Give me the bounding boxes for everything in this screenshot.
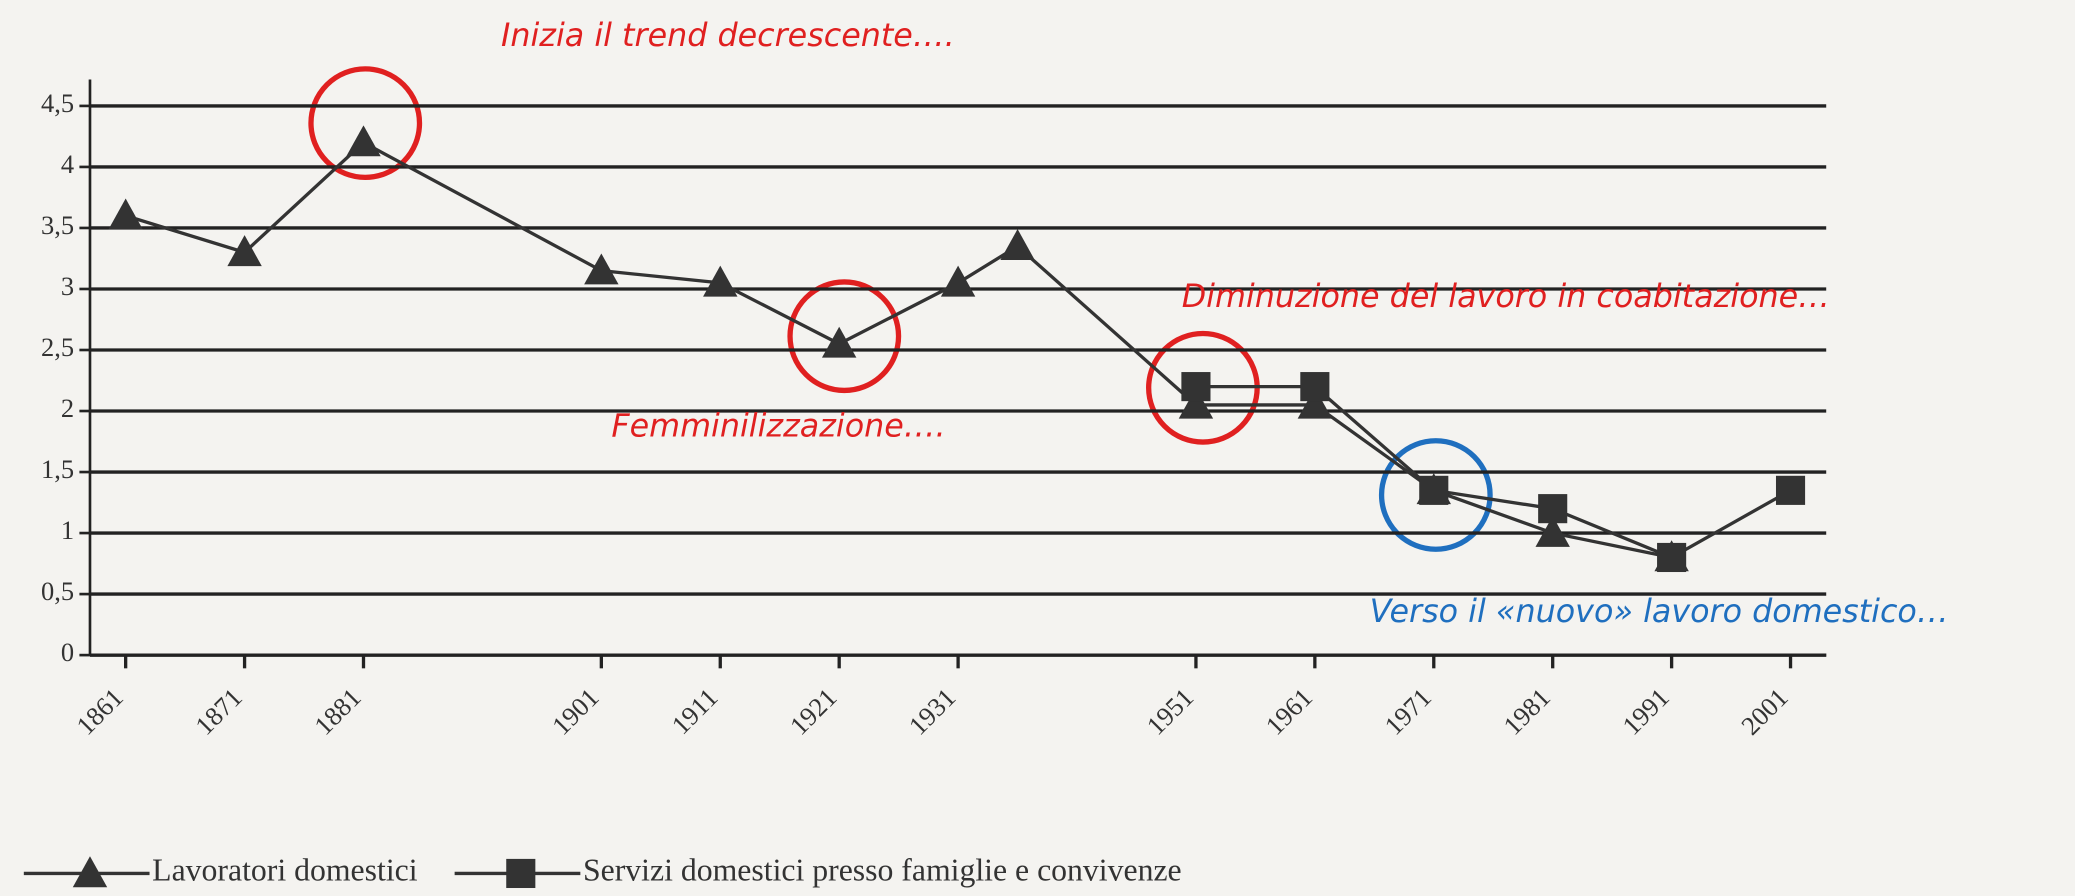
triangle-marker xyxy=(227,235,262,267)
triangle-marker xyxy=(940,265,976,297)
legend-label: Servizi domestici presso famiglie e conv… xyxy=(583,853,1182,888)
square-marker xyxy=(1181,372,1211,402)
y-tick-label: 1 xyxy=(61,515,74,545)
legend-label: Lavoratori domestici xyxy=(152,853,418,888)
y-tick-label: 3,5 xyxy=(41,210,74,240)
triangle-marker xyxy=(703,265,738,297)
y-tick-label: 0 xyxy=(61,637,74,667)
square-marker xyxy=(1419,475,1449,505)
triangle-marker xyxy=(108,198,143,230)
y-tick-label: 4 xyxy=(61,149,74,179)
triangle-marker xyxy=(821,326,857,358)
triangle-marker xyxy=(1178,387,1214,419)
triangle-marker xyxy=(72,856,108,888)
square-marker xyxy=(1538,494,1568,524)
y-tick-label: 2,5 xyxy=(41,332,74,362)
annotation: Inizia il trend decrescente…. xyxy=(501,18,955,54)
triangle-marker xyxy=(1297,387,1333,419)
square-marker xyxy=(506,858,536,889)
triangle-marker xyxy=(1535,515,1570,547)
square-marker xyxy=(1657,542,1687,573)
annotation: Verso il «nuovo» lavoro domestico… xyxy=(1370,594,1949,630)
highlight-circle xyxy=(787,279,902,394)
series-line xyxy=(1195,384,1792,560)
y-tick-label: 0,5 xyxy=(41,576,74,606)
square-marker xyxy=(1775,475,1806,505)
y-tick-label: 4,5 xyxy=(41,88,74,118)
triangle-marker xyxy=(584,253,619,285)
y-tick-label: 1,5 xyxy=(41,454,74,484)
highlight-circle xyxy=(308,66,423,181)
y-tick-label: 3 xyxy=(61,271,74,301)
annotation: Femminilizzazione…. xyxy=(611,408,945,444)
highlight-circle xyxy=(1378,438,1493,552)
square-marker xyxy=(1300,372,1330,402)
triangle-marker xyxy=(1000,229,1035,261)
y-tick-label: 2 xyxy=(61,393,74,423)
triangle-marker xyxy=(346,125,381,157)
annotation: Diminuzione del lavoro in coabitazione… xyxy=(1182,279,1830,315)
